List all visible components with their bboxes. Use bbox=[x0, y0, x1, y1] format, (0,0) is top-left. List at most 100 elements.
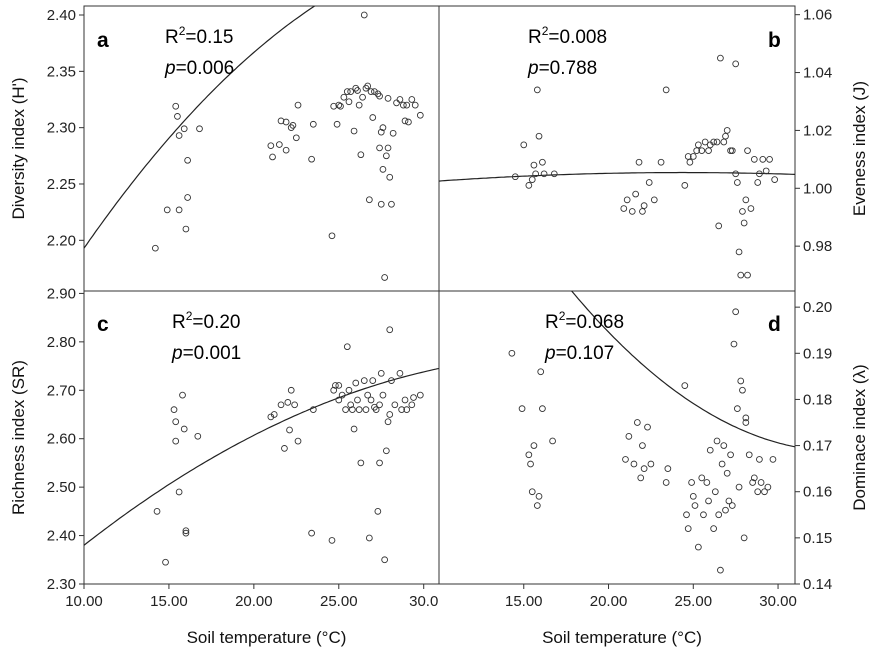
data-point-a bbox=[333, 120, 341, 128]
data-point-b bbox=[766, 156, 773, 163]
data-point-a bbox=[175, 132, 183, 139]
data-point-a bbox=[282, 118, 290, 126]
data-point-b bbox=[686, 158, 694, 166]
data-point-d bbox=[728, 502, 736, 509]
data-point-c bbox=[182, 529, 190, 537]
data-point-c bbox=[410, 394, 417, 401]
data-point-c bbox=[382, 447, 390, 455]
data-point-b bbox=[528, 176, 536, 183]
y-tick-label-b: 1.02 bbox=[803, 122, 832, 139]
data-point-a bbox=[411, 101, 419, 109]
data-point-b bbox=[756, 170, 763, 178]
data-point-c bbox=[391, 401, 399, 409]
data-point-d bbox=[723, 469, 731, 477]
data-point-d bbox=[742, 414, 750, 422]
data-point-a bbox=[292, 134, 300, 142]
data-point-c bbox=[384, 418, 392, 426]
data-point-c bbox=[369, 377, 377, 384]
data-point-a bbox=[389, 129, 397, 137]
x-tick-label-c: 15.00 bbox=[150, 593, 188, 610]
data-point-a bbox=[403, 101, 411, 109]
data-point-b bbox=[535, 132, 543, 140]
data-point-b bbox=[533, 86, 541, 94]
data-point-a bbox=[377, 128, 385, 136]
data-point-c bbox=[398, 406, 405, 414]
data-point-c bbox=[172, 418, 180, 426]
data-point-a bbox=[163, 206, 171, 214]
y-tick-label-a: 2.25 bbox=[47, 176, 76, 193]
y-tick-label-c: 2.70 bbox=[47, 382, 76, 399]
data-point-b bbox=[520, 141, 528, 149]
data-point-c bbox=[401, 396, 409, 404]
data-point-c bbox=[376, 459, 383, 467]
fit-curve-b bbox=[439, 171, 795, 182]
data-point-c bbox=[362, 406, 370, 414]
panel-letter-b: b bbox=[768, 29, 781, 52]
data-point-d bbox=[640, 465, 648, 472]
r-squared-superscript-a: 2 bbox=[179, 24, 186, 38]
data-point-b bbox=[744, 147, 751, 155]
data-point-b bbox=[623, 196, 631, 204]
data-point-d bbox=[764, 483, 772, 491]
data-point-a bbox=[376, 92, 383, 100]
data-point-c bbox=[170, 406, 178, 414]
data-point-b bbox=[662, 86, 670, 94]
y-tick-label-c: 2.40 bbox=[47, 528, 76, 545]
data-point-c bbox=[328, 537, 336, 544]
data-point-a bbox=[172, 102, 180, 110]
data-point-c bbox=[335, 382, 343, 389]
data-point-a bbox=[347, 88, 355, 95]
data-point-d bbox=[725, 497, 733, 505]
data-point-a bbox=[175, 206, 183, 214]
p-value-a: =0.006 bbox=[176, 58, 235, 79]
data-point-a bbox=[393, 99, 400, 107]
y-tick-label-b: 1.06 bbox=[803, 7, 832, 24]
plot-frame-c bbox=[83, 290, 440, 585]
data-point-b bbox=[530, 161, 538, 169]
data-point-b bbox=[734, 179, 741, 186]
data-point-d bbox=[706, 446, 714, 454]
y-axis-title-d: Dominace index (λ) bbox=[850, 364, 869, 510]
data-point-c bbox=[381, 556, 388, 564]
data-point-a bbox=[294, 101, 302, 109]
data-point-d bbox=[537, 368, 545, 376]
r-squared-value-b: =0.008 bbox=[548, 27, 607, 48]
plot-frame-a bbox=[83, 5, 440, 292]
data-point-c bbox=[286, 426, 293, 434]
data-point-d bbox=[740, 534, 748, 542]
data-point-d bbox=[745, 451, 753, 459]
data-point-c bbox=[175, 488, 183, 496]
data-point-a bbox=[386, 173, 394, 181]
data-point-a bbox=[345, 98, 353, 106]
data-point-d bbox=[715, 511, 723, 519]
data-point-a bbox=[367, 88, 375, 95]
data-point-d bbox=[691, 502, 699, 509]
data-point-b bbox=[744, 271, 751, 279]
data-point-c bbox=[179, 391, 186, 399]
data-point-a bbox=[359, 93, 366, 101]
r-squared-text-b: R2=0.008 bbox=[528, 24, 607, 48]
data-point-b bbox=[754, 179, 762, 186]
data-point-b bbox=[511, 173, 519, 181]
data-point-a bbox=[337, 102, 344, 110]
data-point-a bbox=[182, 225, 190, 233]
data-point-b bbox=[689, 153, 697, 160]
data-point-c bbox=[386, 326, 394, 334]
data-point-a bbox=[355, 101, 363, 109]
data-point-a bbox=[416, 111, 424, 119]
x-axis-title-c: Soil temperature (°C) bbox=[187, 628, 347, 647]
data-point-c bbox=[379, 391, 387, 399]
data-point-c bbox=[366, 534, 373, 542]
data-point-d bbox=[622, 456, 629, 463]
data-point-a bbox=[350, 127, 358, 135]
fit-curve-c bbox=[84, 367, 439, 546]
data-point-a bbox=[282, 146, 290, 154]
data-point-c bbox=[408, 401, 416, 409]
data-point-c bbox=[335, 396, 343, 404]
data-point-d bbox=[637, 474, 645, 482]
r-squared-superscript-c: 2 bbox=[186, 309, 193, 323]
data-point-d bbox=[664, 465, 672, 472]
r-squared-symbol-a: R bbox=[165, 27, 179, 48]
data-point-a bbox=[277, 117, 285, 125]
